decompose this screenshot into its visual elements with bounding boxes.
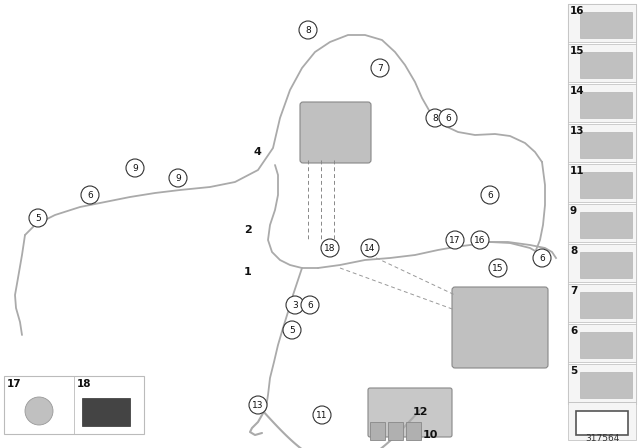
Text: 317564: 317564 bbox=[585, 434, 619, 443]
Text: 8: 8 bbox=[305, 26, 311, 34]
Circle shape bbox=[471, 231, 489, 249]
Text: 6: 6 bbox=[87, 190, 93, 199]
Text: 6: 6 bbox=[487, 190, 493, 199]
Text: 2: 2 bbox=[244, 225, 252, 235]
Text: 14: 14 bbox=[364, 244, 376, 253]
FancyBboxPatch shape bbox=[452, 287, 548, 368]
Bar bbox=[580, 172, 632, 198]
Circle shape bbox=[25, 397, 53, 425]
Text: 10: 10 bbox=[422, 430, 438, 440]
Bar bbox=[406, 422, 421, 440]
Text: 17: 17 bbox=[449, 236, 461, 245]
Text: 6: 6 bbox=[307, 301, 313, 310]
Text: 9: 9 bbox=[570, 206, 577, 216]
Circle shape bbox=[439, 109, 457, 127]
Text: 13: 13 bbox=[252, 401, 264, 409]
Text: 15: 15 bbox=[492, 263, 504, 272]
Circle shape bbox=[126, 159, 144, 177]
Circle shape bbox=[426, 109, 444, 127]
Text: 7: 7 bbox=[570, 286, 577, 296]
Text: 16: 16 bbox=[474, 236, 486, 245]
Circle shape bbox=[29, 209, 47, 227]
Bar bbox=[568, 284, 636, 322]
FancyBboxPatch shape bbox=[300, 102, 371, 163]
Circle shape bbox=[283, 321, 301, 339]
Bar bbox=[568, 324, 636, 362]
Bar bbox=[568, 124, 636, 162]
FancyBboxPatch shape bbox=[368, 388, 452, 437]
Text: 3: 3 bbox=[292, 301, 298, 310]
Bar bbox=[580, 212, 632, 238]
Text: 14: 14 bbox=[570, 86, 584, 96]
Bar bbox=[580, 292, 632, 318]
Bar bbox=[82, 398, 130, 426]
Text: 4: 4 bbox=[253, 147, 261, 157]
Bar bbox=[580, 132, 632, 158]
Text: 15: 15 bbox=[570, 46, 584, 56]
Text: 12: 12 bbox=[412, 407, 428, 417]
Bar bbox=[580, 332, 632, 358]
Text: 9: 9 bbox=[175, 173, 181, 182]
Text: 6: 6 bbox=[445, 113, 451, 122]
Text: 18: 18 bbox=[77, 379, 92, 389]
Text: 9: 9 bbox=[132, 164, 138, 172]
Circle shape bbox=[286, 296, 304, 314]
Text: 17: 17 bbox=[7, 379, 22, 389]
Circle shape bbox=[489, 259, 507, 277]
Bar bbox=[568, 44, 636, 82]
Text: 8: 8 bbox=[570, 246, 577, 256]
Bar bbox=[568, 164, 636, 202]
Text: 13: 13 bbox=[570, 126, 584, 136]
Bar bbox=[388, 422, 403, 440]
Text: 18: 18 bbox=[324, 244, 336, 253]
Bar bbox=[568, 4, 636, 42]
Circle shape bbox=[446, 231, 464, 249]
Text: 16: 16 bbox=[570, 6, 584, 16]
Text: 5: 5 bbox=[289, 326, 295, 335]
Bar bbox=[580, 252, 632, 278]
Bar bbox=[568, 84, 636, 122]
Text: 8: 8 bbox=[432, 113, 438, 122]
Bar bbox=[370, 422, 385, 440]
Bar bbox=[580, 12, 632, 38]
Bar bbox=[568, 204, 636, 242]
Bar bbox=[568, 4, 636, 404]
Bar bbox=[576, 411, 628, 435]
Bar bbox=[4, 376, 144, 434]
Circle shape bbox=[299, 21, 317, 39]
Circle shape bbox=[301, 296, 319, 314]
Text: 6: 6 bbox=[570, 326, 577, 336]
Bar bbox=[580, 52, 632, 78]
Circle shape bbox=[81, 186, 99, 204]
Bar bbox=[568, 402, 636, 440]
Bar bbox=[568, 364, 636, 402]
Circle shape bbox=[481, 186, 499, 204]
Circle shape bbox=[169, 169, 187, 187]
Text: 6: 6 bbox=[539, 254, 545, 263]
Text: 11: 11 bbox=[316, 410, 328, 419]
Text: 11: 11 bbox=[570, 166, 584, 176]
Circle shape bbox=[371, 59, 389, 77]
Text: 5: 5 bbox=[35, 214, 41, 223]
Circle shape bbox=[249, 396, 267, 414]
Text: 1: 1 bbox=[244, 267, 252, 277]
Bar bbox=[580, 372, 632, 398]
Circle shape bbox=[313, 406, 331, 424]
Circle shape bbox=[321, 239, 339, 257]
Text: 7: 7 bbox=[377, 64, 383, 73]
Bar bbox=[580, 92, 632, 118]
Circle shape bbox=[361, 239, 379, 257]
Circle shape bbox=[533, 249, 551, 267]
Text: 5: 5 bbox=[570, 366, 577, 376]
Bar bbox=[568, 244, 636, 282]
